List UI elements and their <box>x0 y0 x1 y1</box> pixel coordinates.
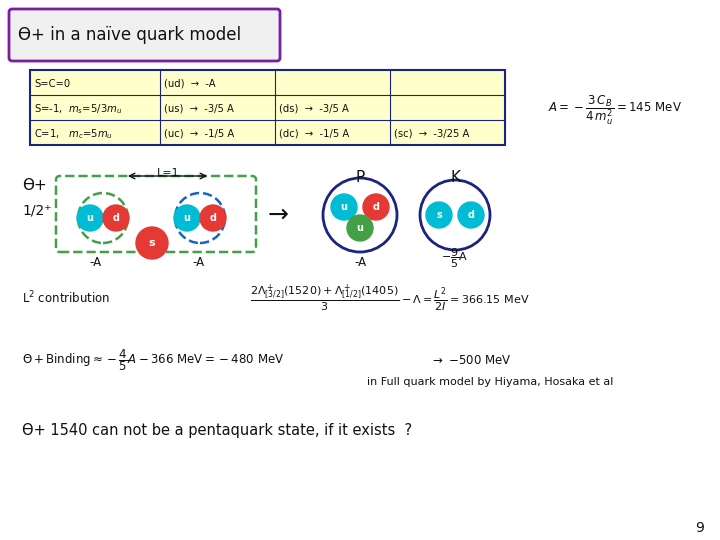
Text: (uc)  →  -1/5 A: (uc) → -1/5 A <box>164 129 234 139</box>
Text: $\Theta + \mathrm{Binding} \approx -\dfrac{4}{5}A - 366\ \mathrm{MeV} = -480\ \m: $\Theta + \mathrm{Binding} \approx -\dfr… <box>22 347 284 373</box>
Text: S=-1,  $m_s$=5/3$m_u$: S=-1, $m_s$=5/3$m_u$ <box>34 102 122 116</box>
Text: 1/2⁺: 1/2⁺ <box>22 203 52 217</box>
Circle shape <box>200 205 226 231</box>
Bar <box>30 70 505 145</box>
Text: u: u <box>356 223 364 233</box>
Circle shape <box>426 202 452 228</box>
Text: C=1,   $m_c$=5$m_u$: C=1, $m_c$=5$m_u$ <box>34 127 113 140</box>
Circle shape <box>363 194 389 220</box>
Text: L=1: L=1 <box>157 168 179 178</box>
Text: (ds)  →  -3/5 A: (ds) → -3/5 A <box>279 104 349 114</box>
Text: S=C=0: S=C=0 <box>34 79 70 89</box>
Circle shape <box>103 205 129 231</box>
Text: -A: -A <box>192 256 204 269</box>
Text: d: d <box>210 213 217 223</box>
Text: in Full quark model by Hiyama, Hosaka et al: in Full quark model by Hiyama, Hosaka et… <box>366 377 613 387</box>
Text: u: u <box>86 213 94 223</box>
Text: -A: -A <box>89 256 101 269</box>
Text: L$^2$ contribution: L$^2$ contribution <box>22 289 110 306</box>
Circle shape <box>458 202 484 228</box>
Text: $-\dfrac{9}{5}$A: $-\dfrac{9}{5}$A <box>441 246 469 270</box>
Text: s: s <box>436 210 442 220</box>
Circle shape <box>136 227 168 259</box>
Text: (ud)  →  -A: (ud) → -A <box>164 79 215 89</box>
Bar <box>30 95 505 120</box>
Text: ϴ+ 1540 can not be a pentaquark state, if it exists  ?: ϴ+ 1540 can not be a pentaquark state, i… <box>22 422 412 437</box>
Text: (dc)  →  -1/5 A: (dc) → -1/5 A <box>279 129 349 139</box>
Text: -A: -A <box>354 256 366 269</box>
Text: K: K <box>450 171 460 186</box>
Bar <box>30 120 505 145</box>
Text: $A = -\dfrac{3\,C_B}{4\,m_u^2} = 145\ \mathrm{MeV}$: $A = -\dfrac{3\,C_B}{4\,m_u^2} = 145\ \m… <box>548 93 682 127</box>
Text: $\dfrac{2\Lambda^+_{[3/2]}(1520)+\Lambda^+_{[1/2]}(1405)}{3}-\Lambda=\dfrac{L^2}: $\dfrac{2\Lambda^+_{[3/2]}(1520)+\Lambda… <box>251 282 530 314</box>
Text: →: → <box>268 203 289 227</box>
Text: ϴ+ in a naïve quark model: ϴ+ in a naïve quark model <box>18 26 241 44</box>
Text: d: d <box>112 213 120 223</box>
Text: $\rightarrow\ \mathrm{- 500\ MeV}$: $\rightarrow\ \mathrm{- 500\ MeV}$ <box>430 354 512 367</box>
Text: 9: 9 <box>696 521 704 535</box>
FancyBboxPatch shape <box>9 9 280 61</box>
Text: (sc)  →  -3/25 A: (sc) → -3/25 A <box>394 129 469 139</box>
Text: s: s <box>149 238 156 248</box>
Text: u: u <box>341 202 348 212</box>
Bar <box>30 70 505 95</box>
Text: d: d <box>467 210 474 220</box>
Text: u: u <box>184 213 191 223</box>
Circle shape <box>174 205 200 231</box>
Circle shape <box>77 205 103 231</box>
Text: P: P <box>356 171 364 186</box>
Circle shape <box>347 215 373 241</box>
Text: (us)  →  -3/5 A: (us) → -3/5 A <box>164 104 234 114</box>
Text: d: d <box>372 202 379 212</box>
Circle shape <box>331 194 357 220</box>
Text: ϴ+: ϴ+ <box>22 178 47 192</box>
